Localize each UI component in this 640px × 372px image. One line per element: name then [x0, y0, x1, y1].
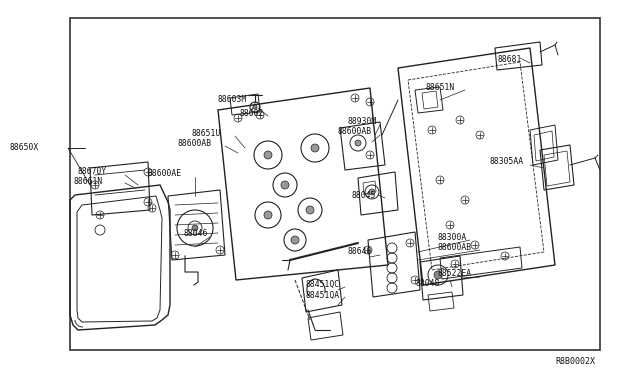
Text: 88522EA: 88522EA: [437, 269, 471, 279]
Text: 88670Y: 88670Y: [78, 167, 108, 176]
Text: 88300A: 88300A: [438, 232, 467, 241]
Circle shape: [264, 211, 272, 219]
Text: R8B0002X: R8B0002X: [555, 357, 595, 366]
Text: 88651U: 88651U: [192, 128, 221, 138]
Text: 88451QC: 88451QC: [305, 279, 339, 289]
Circle shape: [264, 151, 272, 159]
Circle shape: [434, 271, 442, 279]
Text: 88600AB: 88600AB: [338, 128, 372, 137]
Circle shape: [369, 189, 375, 195]
Text: 88045: 88045: [352, 192, 376, 201]
Circle shape: [281, 181, 289, 189]
Text: 88681: 88681: [497, 55, 522, 64]
Text: 88661N: 88661N: [73, 177, 102, 186]
Text: 88650X: 88650X: [10, 144, 39, 153]
Circle shape: [192, 225, 198, 231]
Text: 88651N: 88651N: [426, 83, 455, 92]
Text: 88046: 88046: [183, 230, 207, 238]
Bar: [70, 18, 600, 350]
Circle shape: [311, 144, 319, 152]
Circle shape: [355, 140, 361, 146]
Text: 88451QA: 88451QA: [305, 291, 339, 299]
Text: 88305AA: 88305AA: [490, 157, 524, 167]
Text: 88648: 88648: [348, 247, 372, 257]
Text: 88603M: 88603M: [217, 96, 246, 105]
Text: 88930M: 88930M: [348, 118, 377, 126]
Text: 88048: 88048: [415, 279, 440, 289]
Circle shape: [253, 105, 257, 109]
Circle shape: [291, 236, 299, 244]
Text: 88602: 88602: [240, 109, 264, 118]
Text: 88600AE: 88600AE: [148, 170, 182, 179]
Text: 88600AB: 88600AB: [437, 243, 471, 251]
Circle shape: [306, 206, 314, 214]
Text: 88600AB: 88600AB: [178, 138, 212, 148]
